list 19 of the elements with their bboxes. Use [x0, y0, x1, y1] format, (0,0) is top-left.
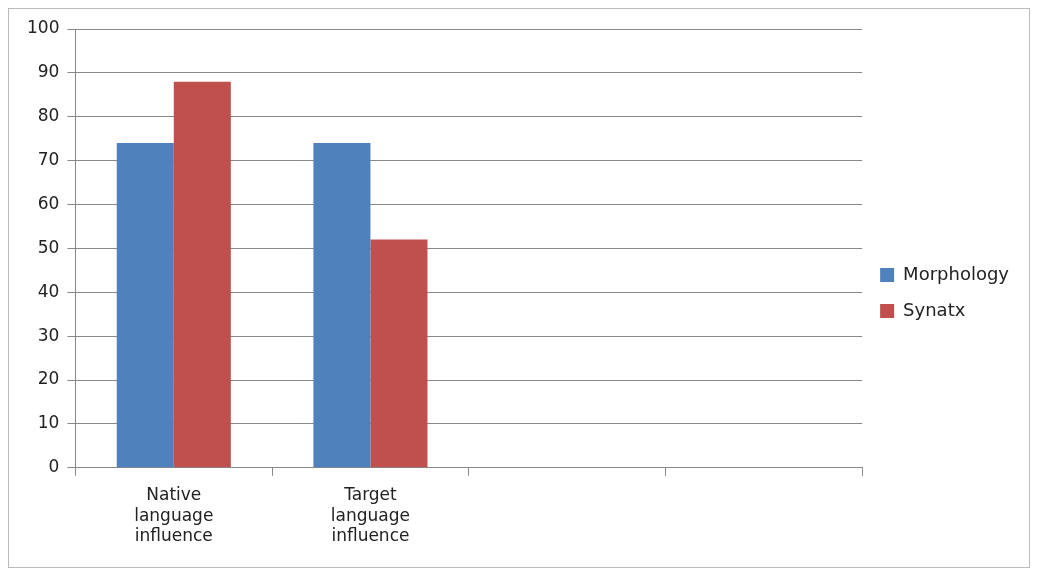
- y-tick-label: 10: [37, 412, 60, 433]
- legend-label: Morphology: [903, 262, 1010, 284]
- bar: [313, 143, 371, 468]
- y-tick-label: 70: [37, 149, 60, 170]
- y-tick-label: 20: [37, 368, 60, 389]
- y-tick-label: 80: [37, 105, 60, 126]
- bar: [173, 81, 231, 468]
- y-tick-label: 90: [37, 61, 60, 82]
- y-tick-label: 30: [37, 324, 60, 345]
- y-tick-label: 40: [37, 280, 60, 301]
- y-tick-label: 100: [26, 17, 60, 38]
- x-tick-label: Target language influence: [330, 484, 411, 546]
- legend-label: Synatx: [903, 298, 966, 320]
- bar: [116, 143, 174, 468]
- y-tick-label: 50: [37, 236, 60, 257]
- y-tick-label: 0: [48, 456, 60, 477]
- x-tick-label: Native language influence: [134, 484, 214, 546]
- y-tick-label: 60: [37, 192, 60, 213]
- bar: [370, 239, 428, 468]
